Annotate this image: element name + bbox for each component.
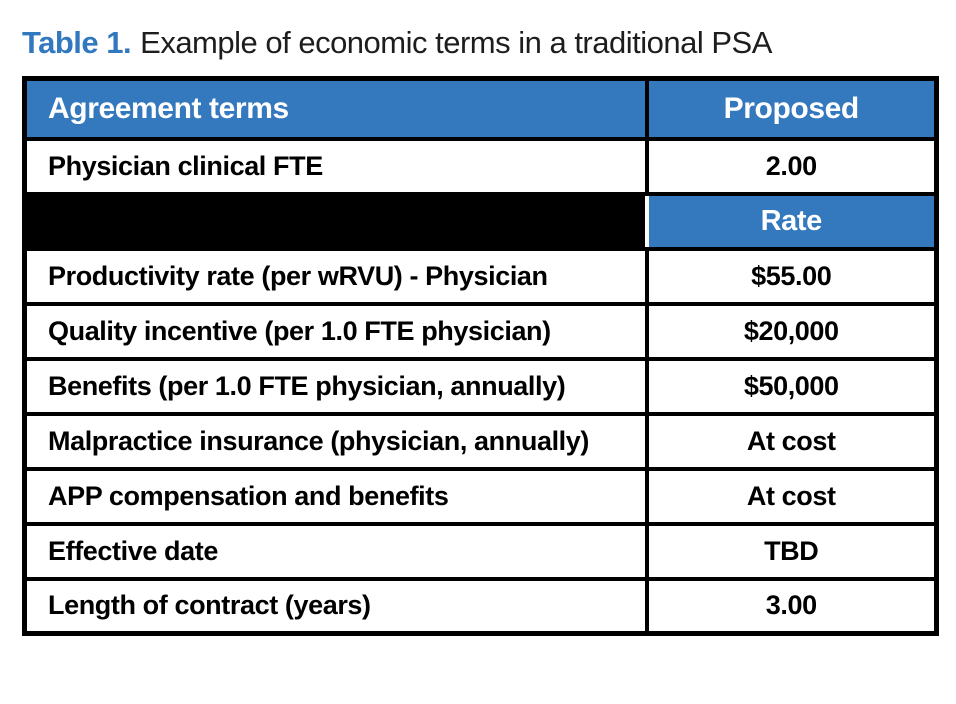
value-cell: $20,000 (644, 301, 939, 361)
table-row: Benefits (per 1.0 FTE physician, annuall… (22, 356, 939, 416)
table-row: Quality incentive (per 1.0 FTE physician… (22, 301, 939, 361)
header-row: Agreement terms Proposed (22, 76, 939, 141)
table-title-text: Example of economic terms in a tradition… (140, 25, 772, 60)
value-cell: $50,000 (644, 356, 939, 416)
table-title: Table 1. Example of economic terms in a t… (22, 25, 935, 61)
table-row: Length of contract (years) 3.00 (22, 576, 939, 636)
rate-subheader-cell: Rate (644, 191, 939, 251)
value-cell: $55.00 (644, 246, 939, 306)
term-cell: APP compensation and benefits (22, 466, 649, 526)
term-cell: Length of contract (years) (22, 576, 649, 636)
psa-terms-table: Agreement terms Proposed Physician clini… (22, 76, 939, 636)
table-row: Malpractice insurance (physician, annual… (22, 411, 939, 471)
rate-subheader-row: Rate (22, 191, 939, 251)
table-row: Physician clinical FTE 2.00 (22, 136, 939, 196)
value-cell: 3.00 (644, 576, 939, 636)
table-row: Effective date TBD (22, 521, 939, 581)
term-cell: Physician clinical FTE (22, 136, 649, 196)
table-row: Productivity rate (per wRVU) - Physician… (22, 246, 939, 306)
header-agreement-terms: Agreement terms (22, 76, 649, 141)
header-proposed: Proposed (644, 76, 939, 141)
value-cell: At cost (644, 466, 939, 526)
value-cell: 2.00 (644, 136, 939, 196)
value-cell: TBD (644, 521, 939, 581)
term-cell: Effective date (22, 521, 649, 581)
term-cell: Quality incentive (per 1.0 FTE physician… (22, 301, 649, 361)
term-cell: Malpractice insurance (physician, annual… (22, 411, 649, 471)
term-cell: Productivity rate (per wRVU) - Physician (22, 246, 649, 306)
black-spacer-cell (22, 191, 649, 251)
table-row: APP compensation and benefits At cost (22, 466, 939, 526)
term-cell: Benefits (per 1.0 FTE physician, annuall… (22, 356, 649, 416)
value-cell: At cost (644, 411, 939, 471)
table-title-label: Table 1. (22, 25, 132, 60)
